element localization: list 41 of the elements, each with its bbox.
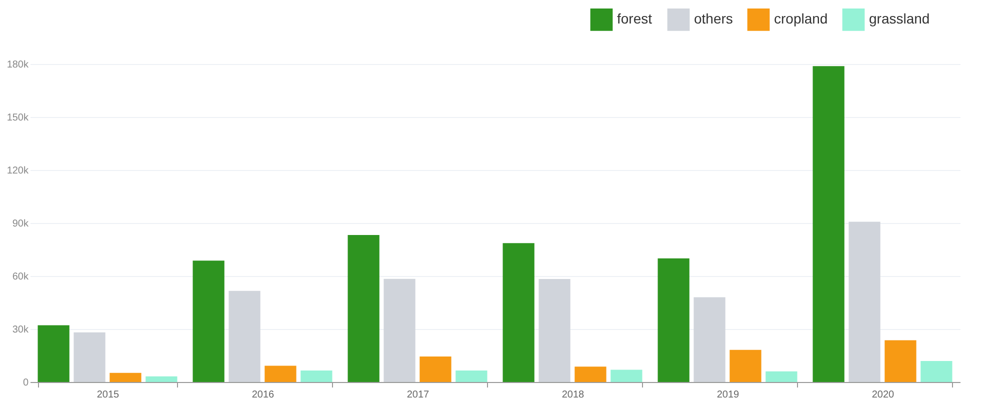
bar: [384, 278, 416, 382]
x-tick-label: 2018: [562, 390, 585, 400]
bar: [300, 370, 332, 382]
bar: [730, 350, 762, 382]
bar: [264, 366, 296, 382]
x-tick-label: 2017: [406, 390, 430, 400]
y-tick-label: 150k: [6, 112, 30, 124]
x-tick-label: 2015: [96, 390, 120, 400]
bar: [848, 222, 880, 382]
legend-label: others: [694, 10, 733, 27]
bar: [502, 243, 534, 382]
bar: [574, 366, 606, 382]
bar: [348, 235, 380, 382]
y-tick-label: 30k: [12, 324, 30, 336]
bar: [146, 376, 178, 382]
bar: [766, 371, 798, 382]
bar: [812, 66, 844, 382]
legend-label: grassland: [869, 10, 930, 27]
y-tick-label: 120k: [6, 166, 30, 176]
y-tick-label: 0: [22, 378, 29, 388]
bar: [74, 332, 106, 382]
x-tick-label: 2016: [252, 390, 275, 400]
legend-label: forest: [617, 10, 652, 27]
bar: [610, 370, 642, 382]
y-tick-label: 90k: [12, 218, 30, 230]
bar: [456, 370, 488, 382]
bar: [694, 297, 726, 382]
y-tick-label: 180k: [6, 60, 30, 70]
bar: [884, 340, 916, 382]
bar: [110, 372, 142, 382]
bar: [228, 290, 260, 382]
legend-label: cropland: [774, 10, 828, 27]
bar: [538, 279, 570, 382]
x-tick-label: 2019: [716, 390, 740, 400]
y-tick-label: 60k: [12, 272, 30, 282]
bar: [920, 360, 952, 382]
x-tick-label: 2020: [872, 390, 895, 400]
bar: [658, 258, 690, 382]
bar: [38, 325, 70, 382]
bar: [420, 356, 452, 382]
bar: [192, 260, 224, 382]
